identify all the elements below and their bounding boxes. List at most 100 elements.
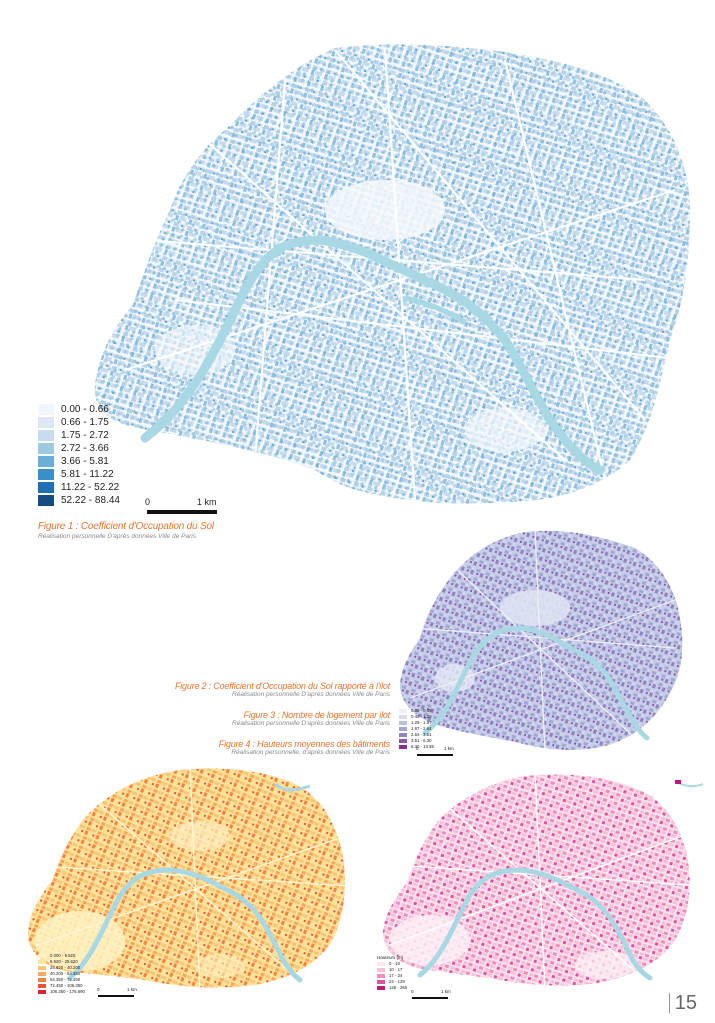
legend-label: 2.64 - 3.51 — [411, 732, 432, 737]
legend-item: 0.66 - 1.75 — [38, 417, 120, 428]
scale-bar-line — [147, 510, 217, 514]
legend-swatch — [38, 443, 54, 454]
figure3-title: Figure 3 : Nombre de logement par ilot — [243, 710, 391, 720]
legend-item: 72.450 - 106.350 — [38, 983, 85, 988]
legend-label: 0.66 - 1.75 — [61, 417, 109, 428]
scale-bar-fig3: 0 1 km — [97, 987, 147, 1001]
legend-label: 0.49 - 1.29 — [411, 714, 432, 719]
legend-item: 3.51 - 6.30 — [399, 738, 434, 743]
legend-item: 17 - 24 — [377, 973, 407, 978]
legend-item: 2.64 - 3.51 — [399, 732, 434, 737]
legend-item: 5.81 - 11.22 — [38, 469, 120, 480]
legend-label: 6.30 - 10.85 — [411, 744, 434, 749]
legend-swatch — [38, 953, 46, 958]
figure3-subtitle: Réalisation personnelle D'après données … — [232, 720, 390, 727]
legend-swatch — [377, 985, 385, 990]
legend-label: 54.350 - 72.450 — [50, 977, 81, 982]
legend-swatch — [38, 482, 54, 493]
scale-bar-line — [412, 997, 448, 999]
legend-label: 25.620 - 40.200 — [50, 965, 81, 970]
legend-item: 52.22 - 88.44 — [38, 495, 120, 506]
legend-item: 0.000 - 9.520 — [38, 953, 85, 958]
map-nombre-logement — [28, 768, 345, 988]
scale-start: 0 — [416, 746, 419, 751]
map-hauteurs-batiments — [383, 774, 704, 986]
legend-item: 24 - 129 — [377, 979, 407, 984]
legend-item: 11.22 - 52.22 — [38, 482, 120, 493]
legend-swatch — [377, 967, 385, 972]
legend-swatch — [377, 973, 385, 978]
legend-label: 129 - 265 — [389, 985, 408, 990]
legend-item: 6.30 - 10.85 — [399, 744, 434, 749]
figure4-subtitle: Réalisation personnelle, d'après données… — [231, 749, 390, 756]
figure1-caption: Figure 1 : Coefficient d'Occupation du S… — [38, 521, 214, 540]
figure4-caption: Figure 4 : Hauteurs moyennes des bâtimen… — [130, 739, 390, 756]
page-number: 15 — [668, 993, 697, 1013]
legend-swatch — [38, 404, 54, 415]
scale-bar-line — [417, 754, 453, 756]
scale-bar-fig2: 0 1 km — [416, 746, 466, 760]
legend-item: 0.00 - 0.49 — [399, 708, 434, 713]
legend-item: 1.75 - 2.72 — [38, 430, 120, 441]
legend-label: 2.72 - 3.66 — [61, 443, 109, 454]
legend-item: 0 - 10 — [377, 961, 407, 966]
legend-label: 1.75 - 2.72 — [61, 430, 109, 441]
figure2-subtitle: Réalisation personnelle D'après données … — [232, 691, 390, 698]
figure4-title: Figure 4 : Hauteurs moyennes des bâtimen… — [218, 739, 390, 749]
legend-swatch — [38, 469, 54, 480]
legend-swatch — [38, 430, 54, 441]
legend-label: 3.66 - 5.81 — [61, 456, 109, 467]
legend-item: 1.29 - 1.97 — [399, 720, 434, 725]
legend-fig4-title: Hauteurs (m) — [377, 955, 404, 960]
map-coefficient-occupation-sol — [94, 44, 691, 504]
legend-swatch — [38, 495, 54, 506]
legend-label: 72.450 - 106.350 — [50, 983, 83, 988]
legend-item: 0.00 - 0.66 — [38, 404, 120, 415]
legend-item: 0.49 - 1.29 — [399, 714, 434, 719]
legend-label: 0 - 10 — [389, 961, 400, 966]
legend-item: 2.72 - 3.66 — [38, 443, 120, 454]
figure1-subtitle: Réalisation personnelle D'après données … — [38, 533, 196, 540]
legend-swatch — [38, 965, 46, 970]
map-cos-ilot — [400, 530, 683, 750]
legend-item: 40.200 - 54.350 — [38, 971, 85, 976]
legend-fig1: 0.00 - 0.66 0.66 - 1.75 1.75 - 2.72 2.72 - … — [38, 404, 120, 508]
legend-label: 1.29 - 1.97 — [411, 720, 432, 725]
scale-end: 1 km — [127, 987, 137, 992]
figure1-title: Figure 1 : Coefficient d'Occupation du S… — [38, 521, 214, 532]
legend-label: 5.81 - 11.22 — [61, 469, 114, 480]
scale-start: 0 — [411, 989, 414, 994]
legend-fig3: 0.000 - 9.520 9.520 - 25.620 25.620 - 40.2… — [38, 953, 85, 995]
legend-label: 0.00 - 0.66 — [61, 404, 109, 415]
legend-item: 10 - 17 — [377, 967, 407, 972]
legend-swatch — [38, 456, 54, 467]
legend-item: 129 - 265 — [377, 985, 407, 990]
legend-label: 52.22 - 88.44 — [61, 495, 120, 506]
legend-item: 106.350 - 176.690 — [38, 989, 85, 994]
legend-swatch — [38, 971, 46, 976]
scale-bar-line — [98, 995, 134, 997]
legend-item: 54.350 - 72.450 — [38, 977, 85, 982]
legend-swatch — [399, 732, 407, 737]
legend-label: 1.97 - 2.64 — [411, 726, 432, 731]
legend-label: 0.00 - 0.49 — [411, 708, 432, 713]
scale-end: 1 km — [444, 746, 454, 751]
legend-swatch — [377, 979, 385, 984]
legend-label: 9.520 - 25.620 — [50, 959, 78, 964]
legend-swatch — [399, 738, 407, 743]
legend-label: 10 - 17 — [389, 967, 403, 972]
legend-label: 11.22 - 52.22 — [61, 482, 120, 493]
legend-label: 17 - 24 — [389, 973, 403, 978]
legend-swatch — [399, 720, 407, 725]
legend-item: 3.66 - 5.81 — [38, 456, 120, 467]
scale-end: 1 km — [441, 989, 451, 994]
legend-label: 3.51 - 6.30 — [411, 738, 432, 743]
legend-swatch — [38, 417, 54, 428]
figure2-title: Figure 2 : Coefficient d'Occupation du S… — [174, 681, 390, 691]
legend-swatch — [399, 714, 407, 719]
figure3-caption: Figure 3 : Nombre de logement par ilot R… — [130, 710, 390, 727]
legend-label: 24 - 129 — [389, 979, 405, 984]
legend-swatch — [38, 977, 46, 982]
legend-swatch — [399, 744, 407, 749]
legend-label: 0.000 - 9.520 — [50, 953, 76, 958]
